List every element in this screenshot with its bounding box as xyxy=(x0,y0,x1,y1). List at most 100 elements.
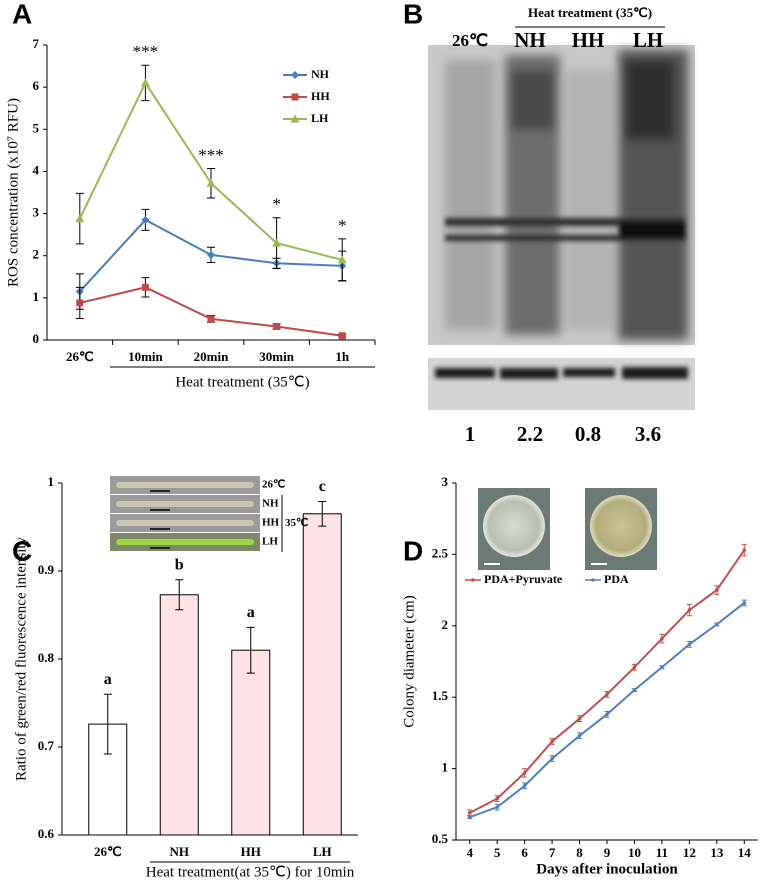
y-tick-label: 1 xyxy=(48,474,55,489)
marker xyxy=(75,214,85,223)
error-bar xyxy=(246,626,255,674)
blot xyxy=(428,45,695,410)
marker xyxy=(605,712,609,717)
marker xyxy=(742,601,747,605)
marker xyxy=(141,283,149,291)
y-tick-label: 3 xyxy=(442,474,449,489)
panel-label: C xyxy=(12,535,32,566)
x-tick-label: 26℃ xyxy=(66,349,94,364)
legend-label: LH xyxy=(311,111,329,125)
marker xyxy=(76,299,84,307)
y-tick-label: 6 xyxy=(33,78,40,93)
inset-group-label: 35℃ xyxy=(285,517,308,529)
hypha xyxy=(116,501,254,507)
legend-marker xyxy=(471,578,475,582)
blot-header: Heat treatment (35℃) xyxy=(528,5,652,20)
group-letter: a xyxy=(104,671,112,688)
y-tick-label: 0 xyxy=(33,331,40,346)
group-letter: c xyxy=(319,478,326,495)
marker xyxy=(140,78,150,87)
marker xyxy=(207,250,215,259)
hypha xyxy=(116,482,254,488)
x-tick-label: 12 xyxy=(683,845,696,860)
x-tick-label: 4 xyxy=(466,845,473,860)
inset-label: 26℃ xyxy=(262,479,285,491)
marker xyxy=(687,642,692,647)
y-tick-label: 1 xyxy=(33,289,40,304)
series-line xyxy=(79,286,343,337)
y-axis-label: Colony diameter (cm) xyxy=(401,595,417,727)
inset-label: LH xyxy=(262,536,278,548)
x-tick-label: 10 xyxy=(628,845,641,860)
marker xyxy=(660,665,664,670)
legend-label: HH xyxy=(311,89,330,103)
marker xyxy=(660,636,664,641)
marker xyxy=(522,783,527,788)
significance: * xyxy=(338,216,347,235)
marker xyxy=(577,733,582,738)
marker xyxy=(632,665,637,670)
hypha xyxy=(116,539,254,545)
marker xyxy=(467,811,472,815)
legend-label: PDA+Pyruvate xyxy=(484,572,563,586)
x-tick-label: 1h xyxy=(335,349,350,364)
panel-label: A xyxy=(12,0,32,29)
y-tick-label: 2.5 xyxy=(432,545,449,560)
band-ratio: 1 xyxy=(465,422,476,446)
error-bar xyxy=(318,500,327,527)
y-tick-label: 1 xyxy=(442,760,449,775)
y-tick-label: 7 xyxy=(33,36,40,51)
marker xyxy=(577,716,582,721)
marker xyxy=(206,178,216,187)
y-tick-label: 0.9 xyxy=(38,562,55,577)
marker xyxy=(291,71,299,79)
x-tick-label: 13 xyxy=(710,845,724,860)
marker xyxy=(605,692,609,697)
significance: *** xyxy=(198,145,224,164)
x-tick-label: 5 xyxy=(494,845,501,860)
group-letter: a xyxy=(247,604,255,621)
significance: *** xyxy=(133,42,159,61)
marker xyxy=(291,93,299,101)
x-tick-label: 26℃ xyxy=(94,844,122,859)
marker xyxy=(715,588,719,592)
x-axis-label: Days after inoculation xyxy=(536,861,678,877)
x-tick-label: 6 xyxy=(521,845,528,860)
lane-label: 26℃ xyxy=(452,31,488,50)
marker xyxy=(687,608,692,612)
x-tick-label: LH xyxy=(313,844,332,859)
marker xyxy=(522,771,527,775)
x-tick-label: 8 xyxy=(576,845,583,860)
y-tick-label: 2 xyxy=(33,247,40,262)
marker xyxy=(632,688,637,692)
colony xyxy=(483,495,545,557)
x-tick-label: 20min xyxy=(194,349,229,364)
y-tick-label: 2 xyxy=(442,617,449,632)
x-axis-label: Heat treatment (35℃) xyxy=(175,374,309,390)
y-tick-label: 0.5 xyxy=(432,831,449,846)
marker xyxy=(467,815,472,819)
colony xyxy=(590,495,652,557)
marker xyxy=(290,114,300,123)
marker xyxy=(495,796,499,801)
group-letter: b xyxy=(175,556,184,573)
y-axis-label: Ratio of green/red fluorescence intensit… xyxy=(13,536,29,781)
band-ratio: 0.8 xyxy=(575,422,601,446)
legend-label: PDA xyxy=(604,572,629,586)
x-axis-label: Heat treatment(at 35℃) for 10min xyxy=(146,864,355,880)
y-tick-label: 0.8 xyxy=(38,650,55,665)
y-tick-label: 1.5 xyxy=(432,688,449,703)
x-tick-label: NH xyxy=(170,844,190,859)
marker xyxy=(550,739,554,744)
significance: * xyxy=(272,195,281,214)
bar xyxy=(231,649,271,836)
hypha xyxy=(116,520,254,526)
marker xyxy=(495,805,499,809)
y-tick-label: 3 xyxy=(33,205,40,220)
marker xyxy=(273,323,281,331)
marker xyxy=(141,215,150,224)
y-tick-label: 0.6 xyxy=(38,826,55,841)
marker xyxy=(337,255,347,264)
y-tick-label: 0.7 xyxy=(38,738,55,753)
